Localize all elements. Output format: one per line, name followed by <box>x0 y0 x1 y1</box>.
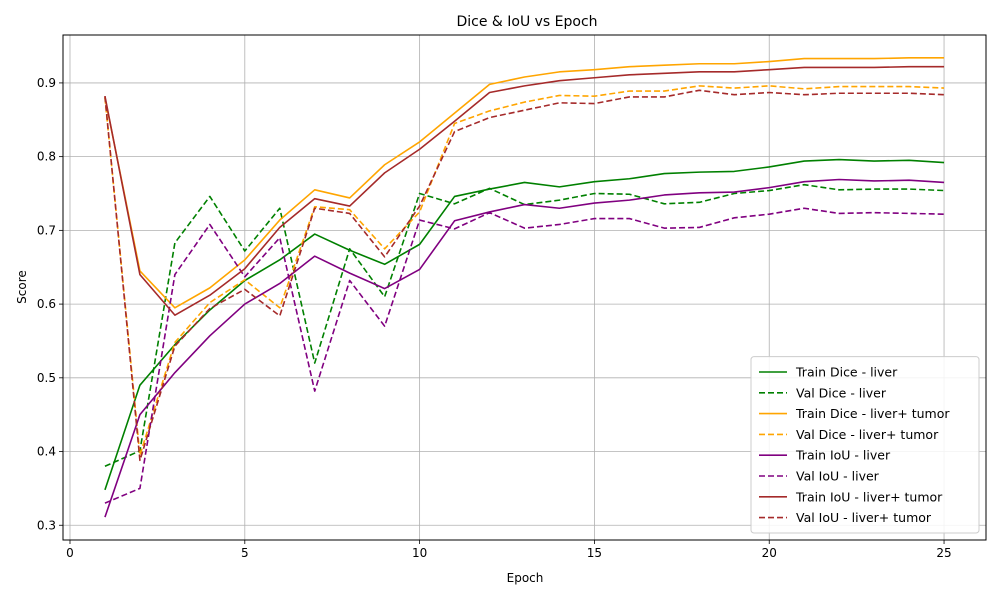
x-tick-label: 15 <box>587 546 602 560</box>
chart-title: Dice & IoU vs Epoch <box>456 14 597 30</box>
x-tick-label: 0 <box>66 546 74 560</box>
series-line-8 <box>104 89 945 462</box>
legend-label: Train Dice - liver <box>795 365 898 380</box>
legend-box <box>750 356 980 534</box>
legend-label: Val Dice - liver <box>796 385 887 400</box>
legend: Train Dice - liver Val Dice - liver Train … <box>750 356 980 534</box>
series-line-5 <box>104 178 945 518</box>
series-line-3 <box>104 57 945 309</box>
legend-label: Train IoU - liver+ tumor <box>795 489 943 504</box>
x-tick-label: 20 <box>762 546 777 560</box>
legend-label: Val Dice - liver+ tumor <box>796 427 939 442</box>
legend-label: Train IoU - liver <box>795 448 891 463</box>
legend-label: Val IoU - liver+ tumor <box>796 510 932 525</box>
plot-frame <box>62 34 987 541</box>
x-tick-label: 10 <box>412 546 427 560</box>
y-tick-label: 0.3 <box>37 518 56 532</box>
y-tick-label: 0.5 <box>37 371 56 385</box>
x-tick-label: 25 <box>936 546 951 560</box>
axes-ticks: 0 5 10 15 20 25 0.3 0.4 0.5 0.6 0.7 0.8 0.9 <box>37 76 952 560</box>
x-tick-label: 5 <box>241 546 249 560</box>
series-line-6 <box>104 207 945 504</box>
legend-label: Train Dice - liver+ tumor <box>795 406 950 421</box>
series-line-4 <box>104 85 945 457</box>
y-tick-label: 0.8 <box>37 150 56 164</box>
y-tick-label: 0.7 <box>37 223 56 237</box>
y-tick-label: 0.6 <box>37 297 56 311</box>
y-tick-label: 0.4 <box>37 445 56 459</box>
y-axis-label: Score <box>15 270 29 304</box>
legend-label: Val IoU - liver <box>796 469 880 484</box>
series-line-7 <box>104 65 945 316</box>
y-tick-label: 0.9 <box>37 76 56 90</box>
x-axis-label: Epoch <box>507 571 544 585</box>
plot-lines <box>104 57 945 518</box>
